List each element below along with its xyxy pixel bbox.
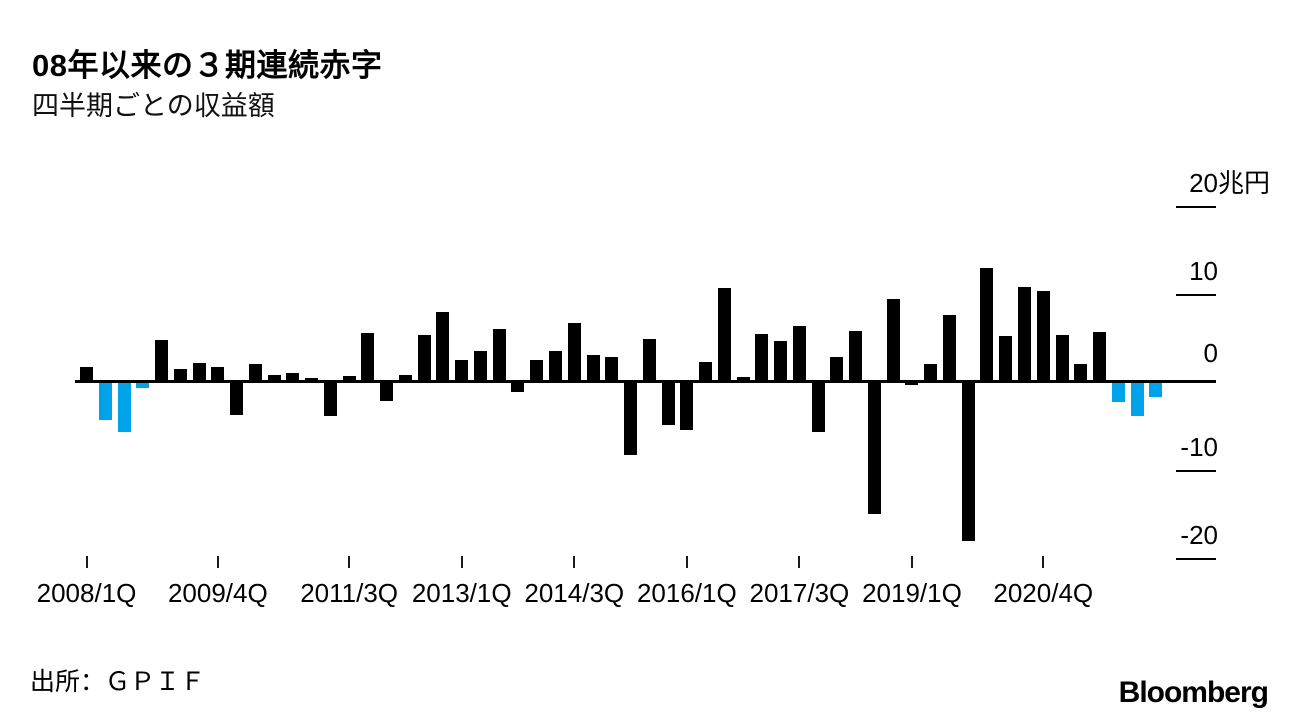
bar-2012/1Q	[380, 383, 394, 402]
bar-2014/4Q	[586, 355, 600, 382]
bar-2016/1Q	[680, 383, 694, 430]
bar-2020/4Q	[1036, 291, 1050, 382]
y-axis-tick--20	[1176, 558, 1216, 560]
x-axis-label-2013/1Q: 2013/1Q	[411, 578, 512, 608]
bar-2009/1Q	[155, 339, 169, 382]
bar-2008/3Q	[117, 383, 131, 433]
bar-2013/3Q	[492, 329, 506, 382]
y-axis-tick-20	[1176, 206, 1216, 208]
x-axis-tick-2011/3Q	[348, 556, 351, 568]
bar-2010/3Q	[267, 374, 281, 382]
bar-2017/4Q	[811, 383, 825, 433]
bar-2021/2Q	[1074, 364, 1088, 382]
bar-2014/1Q	[530, 359, 544, 382]
x-axis-label-2011/3Q: 2011/3Q	[300, 578, 399, 608]
y-axis-label-10: 10	[1189, 256, 1218, 286]
x-axis-tick-2014/3Q	[573, 556, 576, 568]
bar-2020/3Q	[1018, 286, 1031, 382]
x-axis-tick-2017/3Q	[798, 556, 801, 568]
x-axis-tick-2020/4Q	[1042, 556, 1045, 568]
x-axis-label-2017/3Q: 2017/3Q	[749, 578, 850, 608]
bar-2021/3Q	[1093, 331, 1107, 382]
bar-2013/2Q	[473, 351, 487, 382]
bar-2016/3Q	[717, 287, 731, 382]
bar-2015/2Q	[624, 383, 638, 456]
bar-2019/2Q	[924, 364, 938, 382]
bar-2014/3Q	[567, 322, 581, 382]
y-axis-label--10: -10	[1180, 432, 1218, 462]
y-axis-tick--10	[1176, 470, 1216, 472]
bar-2015/3Q	[642, 338, 656, 382]
bar-2009/3Q	[192, 362, 206, 382]
bar-2014/2Q	[549, 351, 562, 382]
y-axis-label-0: 0	[1203, 338, 1218, 368]
bar-2009/4Q	[211, 366, 225, 382]
x-axis-tick-2016/1Q	[685, 556, 688, 568]
bar-2018/4Q	[886, 299, 900, 382]
bar-2011/3Q	[342, 375, 356, 382]
x-axis-label-2016/1Q: 2016/1Q	[636, 578, 737, 608]
bar-2020/2Q	[999, 336, 1013, 382]
bar-2018/1Q	[830, 357, 844, 382]
x-axis-tick-2009/4Q	[216, 556, 219, 568]
x-axis-tick-2008/1Q	[85, 556, 88, 568]
bar-2016/2Q	[699, 361, 713, 382]
bar-2015/1Q	[605, 357, 619, 382]
x-axis-label-2019/1Q: 2019/1Q	[862, 578, 962, 608]
bar-2010/2Q	[248, 364, 262, 382]
bar-2012/4Q	[436, 312, 450, 382]
y-axis-label--20: -20	[1180, 520, 1218, 550]
bar-2012/2Q	[398, 374, 412, 382]
bar-2012/3Q	[417, 335, 431, 382]
bloomberg-logo: Bloomberg	[1118, 676, 1269, 709]
bar-2013/4Q	[511, 383, 525, 392]
bar-2018/2Q	[849, 330, 863, 382]
x-axis-label-2014/3Q: 2014/3Q	[524, 578, 625, 608]
page-title: 08年以来の３期連続赤字	[32, 48, 383, 83]
zero-axis-line	[75, 380, 1216, 383]
source-label: 出所：ＧＰＩＦ	[30, 668, 206, 696]
bar-2008/1Q	[80, 366, 93, 382]
bar-2013/1Q	[455, 359, 469, 382]
x-axis-label-2009/4Q: 2009/4Q	[167, 578, 268, 608]
x-axis-tick-2013/1Q	[460, 556, 463, 568]
bar-2009/2Q	[173, 368, 187, 382]
bar-2022/1Q	[1130, 383, 1144, 416]
bar-2010/1Q	[230, 383, 244, 415]
x-axis-label-2020/4Q: 2020/4Q	[993, 578, 1094, 608]
bar-2008/2Q	[98, 383, 112, 420]
page-subtitle: 四半期ごとの収益額	[32, 91, 275, 121]
y-axis-label-20: 20兆円	[1189, 168, 1271, 198]
bar-2019/3Q	[942, 315, 956, 382]
bar-2017/2Q	[774, 341, 788, 382]
bar-2008/4Q	[136, 383, 150, 389]
bar-2022/2Q	[1149, 383, 1163, 398]
y-axis-tick-10	[1176, 294, 1216, 296]
bar-2011/4Q	[361, 332, 375, 382]
bar-2021/1Q	[1055, 335, 1069, 382]
bar-2020/1Q	[980, 268, 994, 382]
bar-2017/1Q	[755, 334, 769, 382]
bar-2019/1Q	[905, 383, 919, 385]
x-axis-label-2008/1Q: 2008/1Q	[36, 578, 137, 608]
bar-2016/4Q	[736, 377, 750, 382]
x-axis-tick-2019/1Q	[910, 556, 913, 568]
bar-2019/4Q	[961, 383, 975, 542]
bar-2015/4Q	[661, 383, 675, 426]
bar-2021/4Q	[1111, 383, 1125, 403]
bar-2011/2Q	[323, 383, 337, 417]
bar-2010/4Q	[286, 373, 300, 382]
bar-2018/3Q	[867, 383, 881, 515]
bar-2017/3Q	[792, 326, 806, 382]
